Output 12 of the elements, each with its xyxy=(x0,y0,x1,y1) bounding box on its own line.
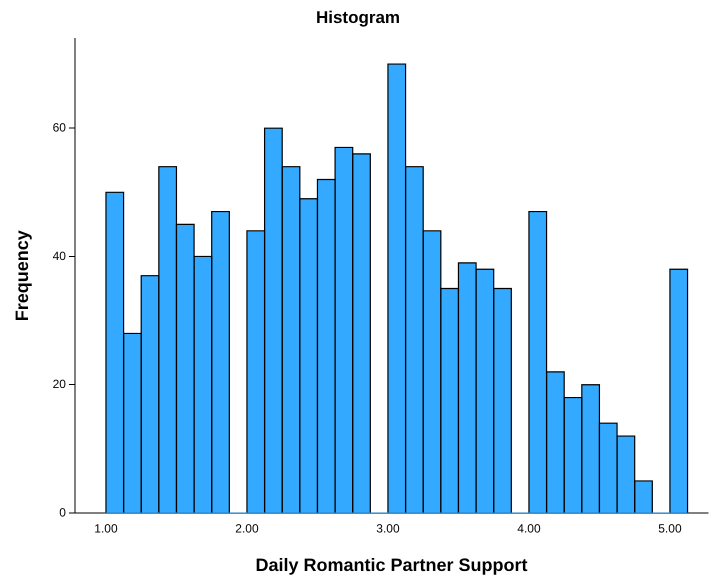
x-tick-label: 1.00 xyxy=(94,522,118,536)
x-tick-label: 4.00 xyxy=(517,522,541,536)
y-tick-label: 60 xyxy=(52,120,66,134)
y-tick-label: 0 xyxy=(59,505,66,520)
x-tick-label: 2.00 xyxy=(235,522,259,536)
x-tick-label: 3.00 xyxy=(376,522,400,536)
y-axis-title: Frequency xyxy=(12,230,32,322)
x-tick-label: 5.00 xyxy=(658,522,682,536)
y-tick-label: 20 xyxy=(52,377,66,392)
chart-title: Histogram xyxy=(316,8,400,27)
x-axis-title: Daily Romantic Partner Support xyxy=(255,555,528,576)
y-tick-label: 40 xyxy=(52,248,66,263)
